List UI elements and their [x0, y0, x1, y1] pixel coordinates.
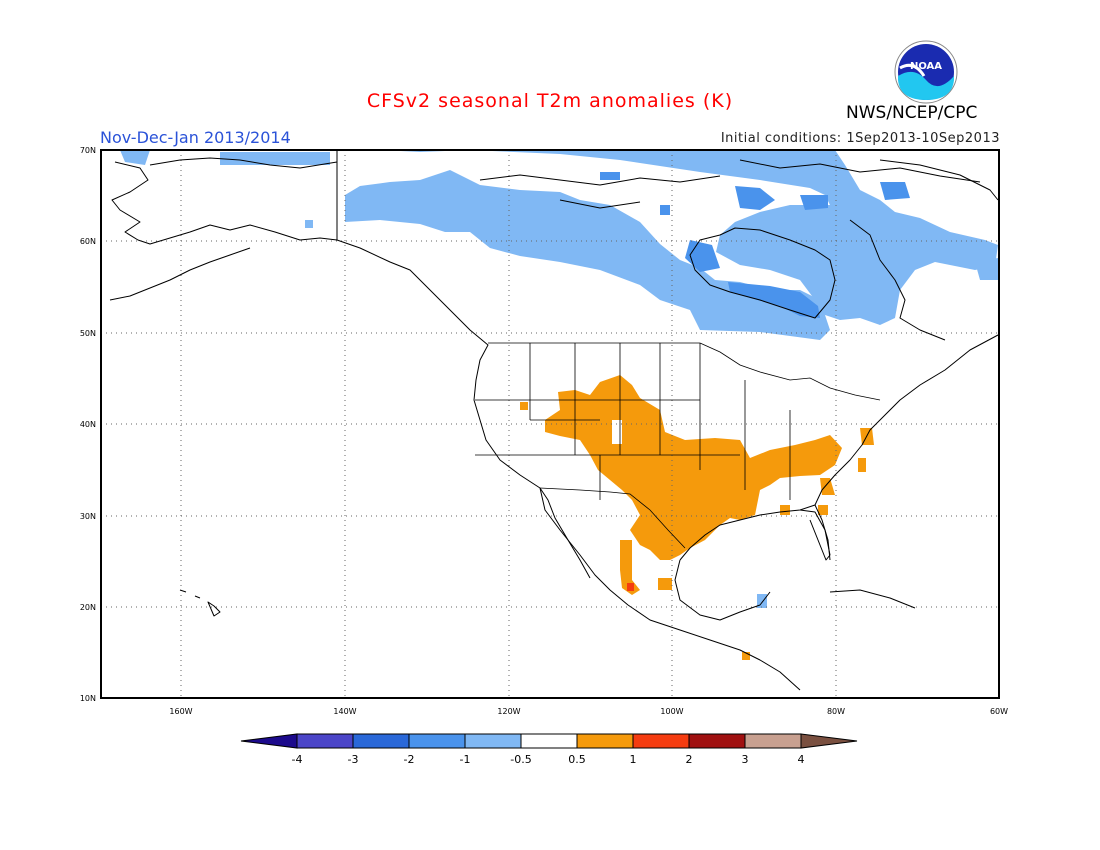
coast-greenland	[879, 159, 999, 201]
warm-anomaly-pixel-3	[742, 652, 750, 660]
colorbar-swatch	[296, 733, 354, 749]
warm-anomaly-pixel-2	[858, 458, 866, 472]
warm-anomaly-pixel	[520, 402, 528, 410]
coast-alaska	[111, 161, 338, 245]
warm-anomaly-mexico-west	[620, 540, 640, 595]
cool-anomaly-canada	[380, 150, 998, 325]
lat-label: 20N	[80, 603, 96, 612]
coast-cuba	[829, 589, 916, 609]
initial-conditions-label: Initial conditions: 1Sep2013-10Sep2013	[720, 131, 1000, 146]
lon-label: 120W	[497, 707, 520, 716]
warm-anomaly-carolinas	[820, 478, 835, 495]
warm-anomaly-florida	[818, 505, 828, 515]
colorbar-swatch	[408, 733, 466, 749]
colorbar-label: 3	[742, 753, 749, 766]
cool-strong-quebec	[728, 282, 820, 318]
colorbar: -4 -3 -2 -1 -0.5 0.5 1 2 3 4	[240, 733, 858, 766]
coast-florida	[799, 509, 831, 561]
colorbar-label: -4	[292, 753, 303, 766]
agency-label: NWS/NCEP/CPC	[846, 103, 978, 123]
coast-arctic-islands	[479, 159, 981, 209]
coast-hudson-bay	[689, 227, 836, 319]
colorbar-label: -3	[348, 753, 359, 766]
cool-strong-ungava	[800, 195, 828, 210]
lat-label: 40N	[80, 420, 96, 429]
map-frame	[100, 149, 1000, 699]
coast-labrador	[849, 219, 946, 341]
warm-anomaly-us	[545, 375, 842, 560]
longitude-labels: 160W 140W 120W 100W 80W 60W	[169, 707, 1008, 716]
border-us-canada-east	[699, 342, 881, 401]
coast-aleutians	[109, 247, 251, 301]
coast-baja-peninsula	[539, 487, 591, 579]
colorbar-label: -2	[404, 753, 415, 766]
lon-label: 160W	[169, 707, 192, 716]
cool-anomaly-greenland-edge	[975, 258, 998, 280]
period-label: Nov-Dec-Jan 2013/2014	[100, 128, 291, 147]
colorbar-swatch	[464, 733, 522, 749]
colorbar-label: -0.5	[510, 753, 531, 766]
noaa-logo-text: NOAA	[910, 61, 942, 72]
cool-anomaly-small-mid	[220, 152, 330, 165]
coast-alaska-north	[149, 157, 338, 169]
lat-label: 70N	[80, 146, 96, 155]
cool-strong-north2	[660, 205, 670, 215]
lon-label: 140W	[333, 707, 356, 716]
coast-gulf	[679, 504, 831, 561]
cool-strong-hudson-west	[685, 240, 720, 272]
noaa-logo: NOAA	[894, 40, 958, 104]
colorbar-swatch	[688, 733, 746, 749]
lat-label: 50N	[80, 329, 96, 338]
cool-anomaly-central-america	[757, 594, 767, 608]
coast-hawaii	[179, 589, 221, 617]
coastlines	[109, 150, 999, 691]
coast-mexico-gulf	[674, 559, 771, 621]
colorbar-label: -1	[460, 753, 471, 766]
colorbar-label: 4	[798, 753, 805, 766]
political-borders	[475, 342, 881, 549]
border-us-mexico	[539, 487, 686, 549]
anomaly-fill-layer	[120, 150, 998, 660]
cool-anomaly-small-north	[120, 150, 150, 165]
colorbar-arrow-left	[240, 733, 298, 749]
cool-strong-north	[600, 172, 620, 180]
colorbar-label: 2	[686, 753, 693, 766]
coast-baja	[539, 487, 801, 691]
lon-label: 80W	[827, 707, 845, 716]
colorbar-arrow-right	[800, 733, 858, 749]
lat-label: 10N	[80, 694, 96, 703]
colorbar-swatch	[744, 733, 802, 749]
lat-label: 60N	[80, 237, 96, 246]
hot-anomaly-pixel	[627, 583, 634, 591]
colorbar-swatch	[632, 733, 690, 749]
warm-anomaly-mexico-central	[658, 578, 672, 590]
lon-label: 60W	[990, 707, 1008, 716]
map-title: CFSv2 seasonal T2m anomalies (K)	[366, 90, 734, 112]
coast-pacific-nw	[336, 239, 541, 489]
warm-anomaly-gap	[612, 420, 622, 444]
coast-east	[814, 334, 999, 506]
colorbar-swatch	[576, 733, 634, 749]
border-states	[475, 343, 791, 500]
cool-anomaly-canada-south	[345, 170, 830, 340]
latitude-labels: 70N 60N 50N 40N 30N 20N 10N	[80, 146, 96, 703]
lat-label: 30N	[80, 512, 96, 521]
cool-strong-labrador	[880, 182, 910, 200]
lon-label: 100W	[660, 707, 683, 716]
colorbar-swatch	[520, 733, 578, 749]
warm-anomaly-gulf	[780, 505, 790, 515]
cool-strong-baffin	[735, 186, 775, 210]
colorbar-swatch	[352, 733, 410, 749]
cool-anomaly-pixel	[305, 220, 313, 228]
colorbar-label: 0.5	[568, 753, 586, 766]
colorbar-label: 1	[630, 753, 637, 766]
